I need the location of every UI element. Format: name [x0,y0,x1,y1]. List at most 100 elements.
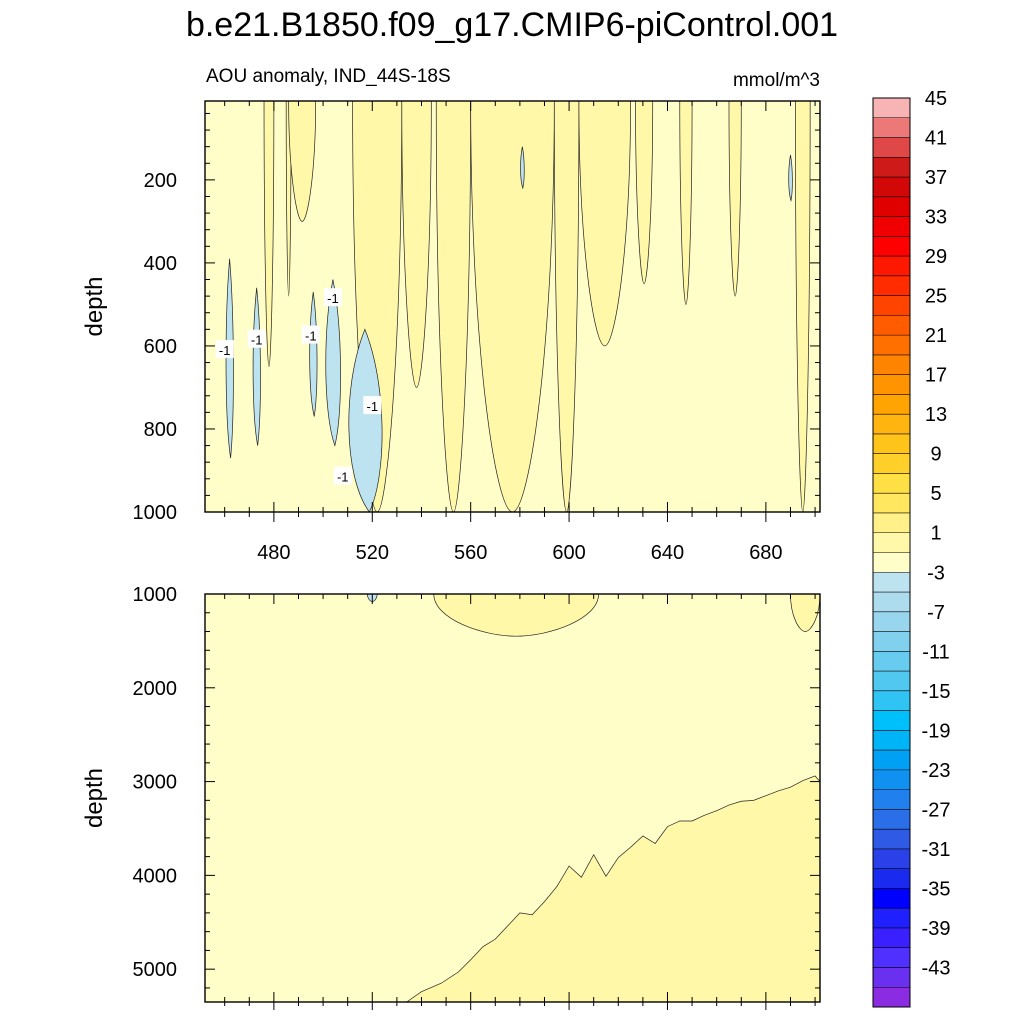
colorbar-swatch [873,987,910,1008]
colorbar-label: 25 [925,286,947,308]
colorbar-swatch [873,671,910,692]
colorbar-swatch [873,315,910,336]
colorbar-label: 1 [930,523,941,545]
colorbar-swatch [873,592,910,613]
contour-label-box [363,396,382,415]
colorbar-swatch [873,493,910,514]
colorbar-swatch [873,947,910,968]
colorbar-label: -39 [922,918,951,940]
colorbar-swatch [873,690,910,711]
contour-label-box [215,340,234,359]
positive-anomaly-region [728,100,742,297]
colorbar-label: -27 [922,799,951,821]
colorbar-label: 37 [925,167,947,189]
negative-anomaly-region [225,258,234,459]
colorbar-swatch [873,611,910,632]
y-axis-label: depth [81,768,108,828]
colorbar-swatch [873,512,910,534]
colorbar-frame [872,97,911,1008]
contour-label: -1 [305,329,317,344]
contour-label: -1 [251,333,263,348]
colorbar-label: -23 [922,760,951,782]
x-tick-label: 520 [356,542,389,564]
colorbar-swatch [873,196,910,217]
plot-frame [204,100,821,513]
lower-panel: 1000 2000 3000 4000 5000 depth [81,584,821,1010]
colorbar-swatch [873,809,910,830]
colorbar-label: -19 [922,720,951,742]
y-tick-label: 3000 [133,772,178,794]
colorbar-swatch [873,236,910,257]
negative-anomaly-region [325,279,341,447]
colorbar-label: -15 [922,681,951,703]
subtitle-variable: AOU anomaly, IND_44S-18S [206,66,451,87]
colorbar-label: 33 [925,207,947,229]
colorbar-swatch [873,552,910,573]
colorbar-label: -35 [922,878,951,900]
positive-anomaly-region [401,100,432,388]
positive-anomaly-region [790,593,821,632]
colorbar: 45 41 37 33 29 25 21 17 13 9 5 1 -3 -7 -11 -15 -19 -23 -27… [872,88,951,1008]
colorbar-swatch [873,433,910,454]
colorbar-swatch [873,137,910,158]
x-tick-label: 680 [749,542,782,564]
colorbar-swatch [873,295,910,316]
negative-anomaly-region [520,146,525,190]
positive-anomaly-region [288,100,317,222]
colorbar-swatch [873,414,910,435]
colorbar-swatch [873,117,910,138]
colorbar-label: -11 [922,641,949,663]
colorbar-swatch [873,216,910,237]
y-tick-label: 2000 [133,678,178,700]
colorbar-swatch [873,631,910,652]
subtitle-units: mmol/m^3 [733,70,820,91]
contour-label-box [333,466,352,485]
colorbar-label: 13 [925,404,947,426]
y-tick-label: 1000 [133,502,178,524]
contour-label-box [247,329,266,348]
x-tick-label: 600 [552,542,585,564]
colorbar-swatch [873,453,910,474]
contour-label: -1 [366,399,378,414]
y-tick-label: 200 [144,170,177,192]
colorbar-swatch [873,789,910,810]
colorbar-label: -3 [927,562,945,584]
colorbar-swatch [873,177,910,198]
colorbar-swatch [873,354,910,375]
colorbar-label: -7 [927,602,945,624]
contour-label: -1 [337,470,349,485]
y-tick-label: 400 [144,253,177,275]
colorbar-swatch [873,335,910,356]
colorbar-label: 9 [930,444,941,466]
colorbar-swatch [873,710,910,731]
colorbar-label: 21 [925,325,947,347]
colorbar-label: 17 [925,365,947,387]
colorbar-swatch [873,532,910,553]
colorbar-swatch [873,967,910,988]
y-tick-label: 4000 [133,865,178,887]
colorbar-swatch [873,730,910,751]
y-axis-label: depth [81,276,108,336]
y-tick-label: 1000 [133,584,178,606]
positive-anomaly-region [635,100,654,285]
contour-label-box [323,288,342,307]
colorbar-swatch [873,908,910,929]
positive-anomaly-region [578,100,631,347]
colorbar-swatch [873,848,910,869]
colorbar-label: -43 [922,957,951,979]
colorbar-swatch [873,157,910,178]
colorbar-swatch [873,98,910,119]
contour-label-box [301,325,320,344]
colorbar-swatch [873,256,910,277]
x-tick-label: 560 [454,542,487,564]
colorbar-swatch [873,651,910,672]
colorbar-swatch [873,473,910,494]
colorbar-label: 45 [925,88,947,110]
negative-anomaly-region [788,154,793,202]
upper-panel: -1 -1 -1 -1 -1 -1 200 400 600 800 1000 480 520 560 600… [81,100,821,564]
colorbar-label: 29 [925,246,947,268]
colorbar-swatch [873,374,910,395]
x-tick-label: 640 [651,542,684,564]
colorbar-swatch [873,769,910,790]
figure-title: b.e21.B1850.f09_g17.CMIP6-piControl.001 [186,6,838,44]
